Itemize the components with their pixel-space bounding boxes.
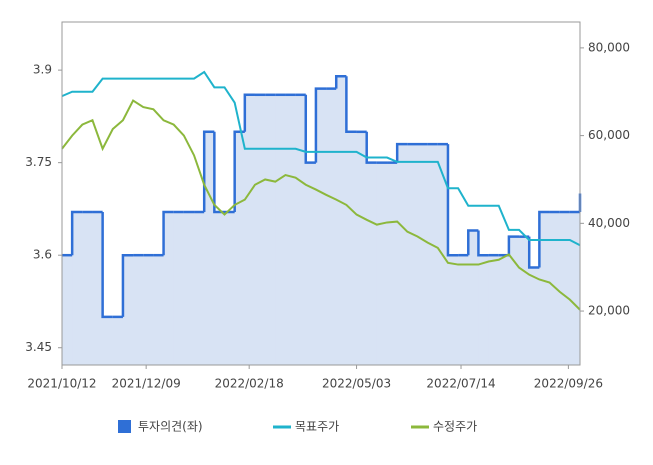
area-column (488, 255, 500, 365)
area-column (82, 212, 93, 365)
area-column (447, 255, 459, 365)
step-line (70, 210, 83, 256)
area-column (163, 212, 175, 365)
area-column (285, 94, 297, 365)
area-column (315, 88, 327, 365)
step-line (314, 87, 327, 163)
area-column (133, 255, 144, 365)
area-column (356, 131, 368, 365)
step-line (345, 76, 357, 134)
step-line (446, 144, 459, 257)
step-line (162, 210, 174, 256)
area-column (183, 212, 195, 365)
step-line (334, 75, 347, 89)
step-line (507, 235, 520, 256)
area-column (275, 94, 286, 365)
area-column (539, 212, 551, 365)
y-tick-label: 3.45 (25, 340, 52, 354)
area-column (305, 162, 317, 365)
area-column (559, 212, 571, 365)
step-line (213, 131, 225, 214)
step-line (121, 253, 134, 317)
step-line (304, 94, 316, 164)
step-line (395, 142, 408, 163)
x-tick-label: 2022/09/26 (534, 377, 603, 391)
area-column (336, 76, 347, 365)
plot-area (61, 21, 581, 366)
area-column (122, 255, 134, 365)
x-tick-label: 2022/05/03 (322, 377, 391, 391)
x-tick-label: 2022/02/18 (215, 377, 284, 391)
area-column (366, 162, 378, 365)
step-line (365, 131, 377, 164)
step-line (243, 93, 255, 132)
legend-label: 투자의견(좌) (138, 420, 203, 434)
area-column (569, 212, 581, 365)
area-column (224, 212, 236, 365)
step-line (467, 229, 479, 256)
area-column (529, 267, 540, 365)
area-column (326, 88, 337, 365)
area-column (72, 212, 83, 365)
area-column (498, 255, 510, 365)
x-tick-label: 2021/12/09 (112, 377, 181, 391)
series-line (61, 99, 581, 311)
area-column (295, 94, 307, 365)
y-tick-label: 3.75 (25, 155, 52, 169)
area-column (112, 316, 124, 365)
area-column (214, 212, 226, 365)
x-tick-label: 2021/10/12 (27, 377, 96, 391)
y2-tick-label: 20,000 (588, 304, 630, 318)
area-column (427, 144, 439, 365)
area-column (508, 236, 520, 365)
y-tick-label: 3.9 (33, 63, 52, 77)
y-tick-label: 3.6 (33, 248, 52, 262)
x-tick-label: 2022/07/14 (426, 377, 495, 391)
area-column (397, 144, 408, 365)
series-line (61, 70, 581, 247)
area-column (407, 144, 418, 365)
step-line (527, 236, 540, 269)
legend-label: 목표주가 (295, 420, 339, 434)
area-column (194, 212, 205, 365)
y2-tick-label: 60,000 (588, 128, 630, 142)
area-column (468, 230, 479, 365)
area-column (376, 162, 388, 365)
area-column (234, 131, 246, 365)
area-column (265, 94, 276, 365)
area-column (62, 255, 73, 365)
area-column (254, 94, 266, 365)
legend-swatch (118, 420, 131, 433)
area-column (92, 212, 104, 365)
step-line (477, 230, 489, 257)
area-column (417, 144, 429, 365)
area-column (346, 131, 358, 365)
area-column (458, 255, 469, 365)
y2-tick-label: 40,000 (588, 216, 630, 230)
step-line (101, 212, 113, 319)
area-column (143, 255, 154, 365)
area-column (478, 255, 490, 365)
area-column (204, 131, 215, 365)
area-column (153, 255, 165, 365)
area-column (387, 162, 398, 365)
area-column (519, 236, 530, 365)
step-line (538, 210, 550, 268)
area-column (173, 212, 185, 365)
legend-label: 수정주가 (433, 420, 477, 434)
area-column (102, 316, 114, 365)
area-column (244, 94, 256, 365)
y2-tick-label: 80,000 (588, 40, 630, 54)
